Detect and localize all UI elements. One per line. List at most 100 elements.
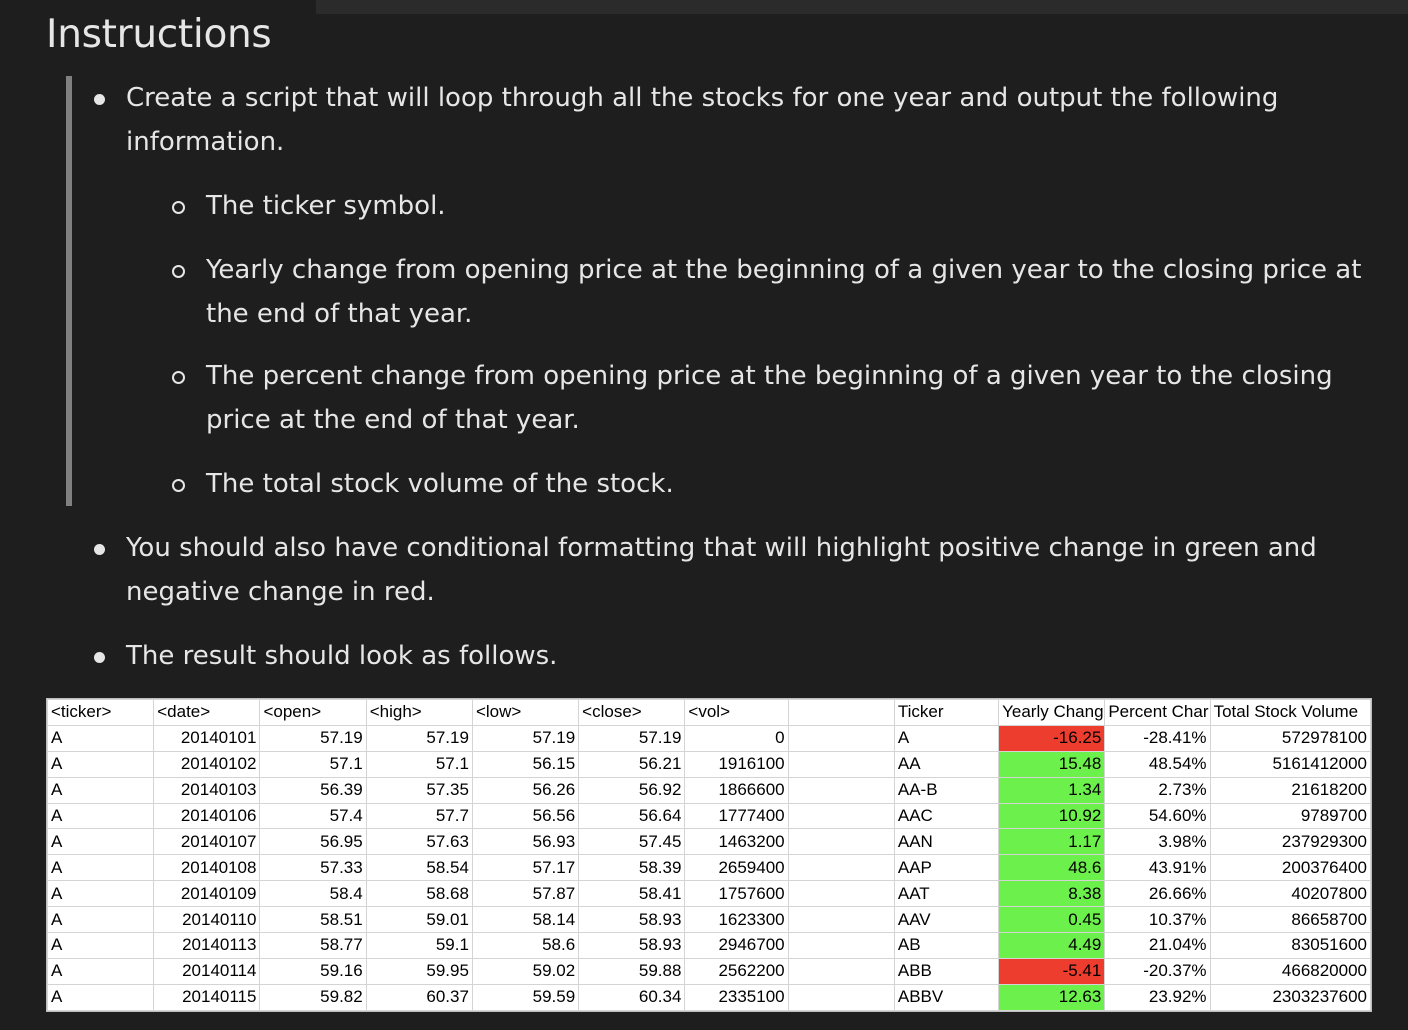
summary-ticker-cell[interactable]: AAT bbox=[893, 880, 1000, 908]
header-cell[interactable]: Percent Char bbox=[1104, 699, 1211, 726]
raw-cell[interactable]: 58.39 bbox=[578, 854, 686, 882]
raw-cell[interactable]: 57.17 bbox=[471, 854, 580, 882]
summary-change-cell[interactable]: -5.41 bbox=[998, 957, 1106, 985]
summary-change-cell[interactable]: 12.63 bbox=[998, 983, 1106, 1011]
raw-cell[interactable]: 56.56 bbox=[471, 802, 580, 830]
raw-cell[interactable]: 56.92 bbox=[578, 776, 686, 804]
raw-cell[interactable]: 57.7 bbox=[365, 802, 473, 830]
raw-cell[interactable]: A bbox=[46, 983, 155, 1011]
raw-cell[interactable]: 20140114 bbox=[153, 957, 261, 985]
raw-cell[interactable]: 58.51 bbox=[259, 906, 367, 934]
raw-cell[interactable]: 56.26 bbox=[471, 776, 580, 804]
summary-volume-cell[interactable]: 86658700 bbox=[1209, 906, 1372, 934]
empty-cell[interactable] bbox=[787, 932, 895, 959]
raw-cell[interactable]: 20140110 bbox=[153, 906, 261, 934]
summary-percent-cell[interactable]: 26.66% bbox=[1104, 880, 1211, 908]
raw-cell[interactable]: 57.1 bbox=[365, 750, 473, 778]
raw-cell[interactable]: 57.4 bbox=[259, 802, 367, 830]
raw-cell[interactable]: 58.93 bbox=[578, 906, 686, 934]
empty-cell[interactable] bbox=[787, 880, 895, 908]
raw-cell[interactable]: A bbox=[46, 880, 155, 908]
raw-cell[interactable]: 57.45 bbox=[578, 828, 686, 856]
raw-cell[interactable]: 20140108 bbox=[153, 854, 261, 882]
raw-cell[interactable]: 60.37 bbox=[365, 983, 473, 1011]
summary-change-cell[interactable]: 1.34 bbox=[998, 776, 1106, 804]
summary-percent-cell[interactable]: 3.98% bbox=[1104, 828, 1211, 856]
header-cell[interactable]: <date> bbox=[153, 699, 261, 726]
raw-cell[interactable]: 59.16 bbox=[259, 957, 367, 985]
raw-cell[interactable]: 58.68 bbox=[365, 880, 473, 908]
summary-change-cell[interactable]: 48.6 bbox=[998, 854, 1106, 882]
summary-change-cell[interactable]: 0.45 bbox=[998, 906, 1106, 934]
summary-percent-cell[interactable]: -28.41% bbox=[1104, 724, 1211, 752]
summary-ticker-cell[interactable]: AAC bbox=[893, 802, 1000, 830]
summary-volume-cell[interactable]: 21618200 bbox=[1209, 776, 1372, 804]
raw-cell[interactable]: 1866600 bbox=[684, 776, 789, 804]
raw-cell[interactable]: 56.39 bbox=[259, 776, 367, 804]
raw-cell[interactable]: 59.88 bbox=[578, 957, 686, 985]
raw-cell[interactable]: A bbox=[46, 932, 155, 959]
empty-cell[interactable] bbox=[787, 957, 895, 985]
header-cell[interactable]: <open> bbox=[259, 699, 367, 726]
empty-cell[interactable] bbox=[787, 776, 895, 804]
raw-cell[interactable]: 2562200 bbox=[684, 957, 789, 985]
raw-cell[interactable]: 58.77 bbox=[259, 932, 367, 959]
raw-cell[interactable]: 58.54 bbox=[365, 854, 473, 882]
raw-cell[interactable]: 57.87 bbox=[471, 880, 580, 908]
summary-ticker-cell[interactable]: AA bbox=[893, 750, 1000, 778]
summary-percent-cell[interactable]: 43.91% bbox=[1104, 854, 1211, 882]
raw-cell[interactable]: A bbox=[46, 750, 155, 778]
summary-change-cell[interactable]: 8.38 bbox=[998, 880, 1106, 908]
summary-change-cell[interactable]: 4.49 bbox=[998, 932, 1106, 959]
summary-volume-cell[interactable]: 2303237600 bbox=[1209, 983, 1372, 1011]
raw-cell[interactable]: 2659400 bbox=[684, 854, 789, 882]
header-cell[interactable]: Yearly Chang bbox=[998, 699, 1106, 726]
raw-cell[interactable]: 0 bbox=[684, 724, 789, 752]
raw-cell[interactable]: 59.95 bbox=[365, 957, 473, 985]
raw-cell[interactable]: 59.01 bbox=[365, 906, 473, 934]
raw-cell[interactable]: 58.41 bbox=[578, 880, 686, 908]
raw-cell[interactable]: 57.1 bbox=[259, 750, 367, 778]
summary-ticker-cell[interactable]: AAP bbox=[893, 854, 1000, 882]
raw-cell[interactable]: 20140103 bbox=[153, 776, 261, 804]
summary-volume-cell[interactable]: 83051600 bbox=[1209, 932, 1372, 959]
summary-ticker-cell[interactable]: AAV bbox=[893, 906, 1000, 934]
summary-percent-cell[interactable]: 54.60% bbox=[1104, 802, 1211, 830]
raw-cell[interactable]: 57.19 bbox=[578, 724, 686, 752]
raw-cell[interactable]: 1916100 bbox=[684, 750, 789, 778]
summary-percent-cell[interactable]: 48.54% bbox=[1104, 750, 1211, 778]
raw-cell[interactable]: A bbox=[46, 776, 155, 804]
header-cell[interactable]: <close> bbox=[578, 699, 686, 726]
raw-cell[interactable]: 57.19 bbox=[471, 724, 580, 752]
header-cell[interactable]: <vol> bbox=[684, 699, 789, 726]
raw-cell[interactable]: A bbox=[46, 828, 155, 856]
summary-volume-cell[interactable]: 572978100 bbox=[1209, 724, 1372, 752]
raw-cell[interactable]: 20140107 bbox=[153, 828, 261, 856]
raw-cell[interactable]: 58.6 bbox=[471, 932, 580, 959]
raw-cell[interactable]: 59.02 bbox=[471, 957, 580, 985]
raw-cell[interactable]: 56.21 bbox=[578, 750, 686, 778]
raw-cell[interactable]: 59.82 bbox=[259, 983, 367, 1011]
summary-ticker-cell[interactable]: ABB bbox=[893, 957, 1000, 985]
raw-cell[interactable]: 57.19 bbox=[259, 724, 367, 752]
summary-volume-cell[interactable]: 200376400 bbox=[1209, 854, 1372, 882]
raw-cell[interactable]: 20140109 bbox=[153, 880, 261, 908]
summary-volume-cell[interactable]: 466820000 bbox=[1209, 957, 1372, 985]
summary-ticker-cell[interactable]: AA-B bbox=[893, 776, 1000, 804]
raw-cell[interactable]: 56.95 bbox=[259, 828, 367, 856]
raw-cell[interactable]: 57.33 bbox=[259, 854, 367, 882]
raw-cell[interactable]: A bbox=[46, 906, 155, 934]
summary-percent-cell[interactable]: 23.92% bbox=[1104, 983, 1211, 1011]
raw-cell[interactable]: A bbox=[46, 802, 155, 830]
raw-cell[interactable]: 56.64 bbox=[578, 802, 686, 830]
empty-cell[interactable] bbox=[787, 724, 895, 752]
summary-percent-cell[interactable]: -20.37% bbox=[1104, 957, 1211, 985]
header-cell[interactable] bbox=[787, 699, 895, 726]
summary-volume-cell[interactable]: 40207800 bbox=[1209, 880, 1372, 908]
empty-cell[interactable] bbox=[787, 750, 895, 778]
summary-change-cell[interactable]: 10.92 bbox=[998, 802, 1106, 830]
raw-cell[interactable]: 57.35 bbox=[365, 776, 473, 804]
summary-ticker-cell[interactable]: AB bbox=[893, 932, 1000, 959]
raw-cell[interactable]: A bbox=[46, 854, 155, 882]
empty-cell[interactable] bbox=[787, 828, 895, 856]
